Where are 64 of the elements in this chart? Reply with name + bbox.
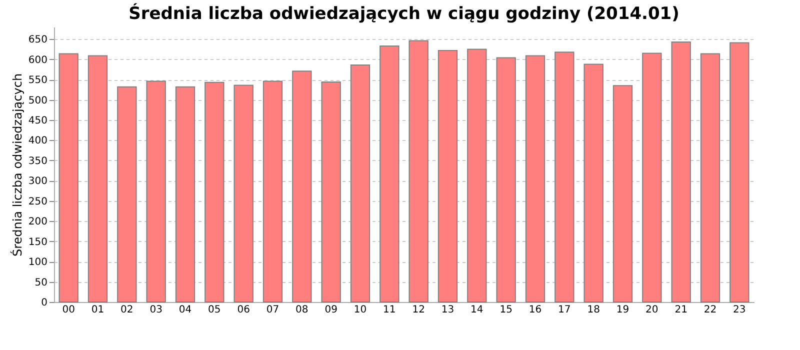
y-tick-label: 200 [28,216,48,228]
bar [350,64,370,302]
y-tick-label: 500 [28,95,48,106]
x-tick-label: 12 [412,304,425,316]
y-tick-label: 600 [28,54,48,66]
x-tick-label: 07 [266,304,280,316]
y-tick-label: 0 [41,298,48,308]
y-tick-label: 300 [28,176,48,188]
y-tick-label: 450 [28,116,48,127]
bar [700,53,720,302]
bar [262,80,283,302]
x-tick-label: 08 [296,304,308,316]
y-axis-title: Średnia liczba odwiedzających [9,73,24,257]
bar [204,82,224,302]
x-tick-label: 14 [470,304,484,316]
x-tick-label: 03 [150,304,162,316]
bar [671,41,691,302]
bar [380,46,400,302]
x-tick-label: 01 [91,304,104,316]
bar [234,84,254,302]
bar [175,86,196,302]
chart-title: Średnia liczba odwiedzających w ciągu godziny (2014.01) [128,3,680,24]
x-tick-label: 11 [383,304,396,316]
x-tick-label: 16 [528,304,542,316]
bar [58,53,78,302]
bar [88,55,108,302]
bar [496,57,516,302]
x-tick-label: 17 [558,304,571,316]
x-tick-label: 13 [441,304,454,316]
x-tick-label: 05 [208,304,221,316]
y-tick-label: 250 [28,196,48,208]
bar [117,86,137,302]
x-tick-label: 20 [646,304,658,316]
x-tick-label: 22 [704,304,717,316]
x-tick-label: 06 [237,304,250,316]
x-tick-label: 18 [587,304,600,316]
x-tick-label: 15 [500,304,512,316]
bar [642,52,662,302]
y-tick-label: 650 [28,34,48,46]
bar [321,82,341,302]
x-tick-label: 09 [324,304,338,316]
bar [525,55,546,302]
bar [730,42,750,302]
bar [584,64,604,302]
x-tick-label: 23 [733,304,746,316]
y-tick-label: 150 [28,236,48,248]
y-tick-label: 100 [28,257,48,268]
y-tick-label: 550 [28,75,48,86]
x-tick-label: 21 [674,304,688,316]
x-tick-label: 02 [120,304,134,316]
bar [554,52,574,302]
bar [408,40,428,302]
bar [146,80,166,302]
x-tick-label: 00 [62,304,75,316]
x-tick-label: 19 [616,304,630,316]
bar [612,85,633,302]
x-tick-label: 10 [354,304,367,316]
y-tick-label: 50 [34,277,48,288]
x-tick-label: 04 [178,304,192,316]
y-tick-label: 400 [28,136,48,147]
bar [438,50,458,302]
y-tick-label: 350 [28,156,48,167]
bar [292,70,312,302]
bar [467,48,487,302]
